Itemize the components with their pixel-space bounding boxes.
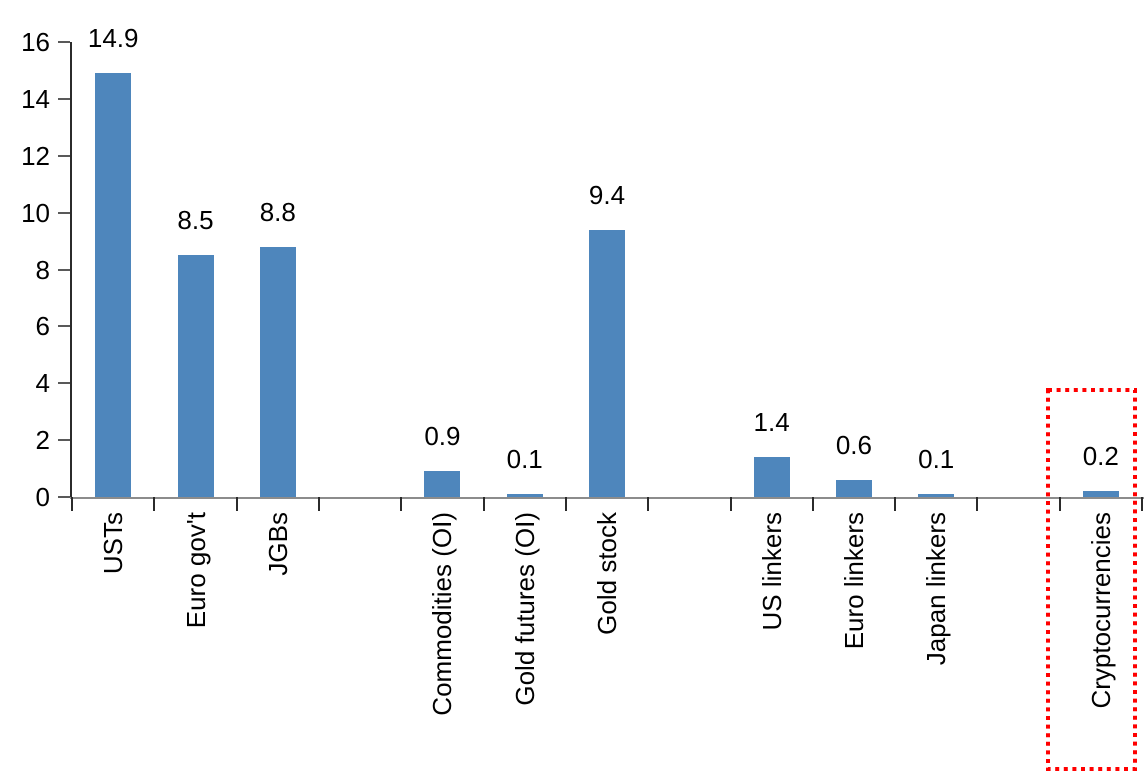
value-label-jgbs: 8.8 (259, 196, 296, 227)
y-axis-tick-label: 2 (35, 425, 50, 456)
x-axis-tick (811, 497, 814, 511)
x-axis-tick (317, 497, 320, 511)
x-axis-tick (482, 497, 485, 511)
y-axis-tick (58, 439, 70, 442)
y-axis-tick-label: 12 (21, 140, 50, 171)
y-axis-tick (58, 268, 70, 271)
category-label-usts: USTs (98, 512, 129, 575)
y-axis-tick-label: 10 (21, 197, 50, 228)
value-label-gold-futures-oi: 0.1 (506, 444, 543, 475)
x-axis-tick (235, 497, 238, 511)
highlight-box (1046, 388, 1138, 771)
category-label-gold-stock: Gold stock (592, 512, 622, 635)
bar-gold-futures-oi (506, 494, 543, 497)
category-label-commodities-oi: Commodities (OI) (427, 512, 458, 716)
value-label-usts: 14.9 (87, 23, 139, 54)
y-axis-tick-label: 8 (35, 254, 50, 285)
bar-jgbs (259, 246, 296, 497)
category-label-euro-linkers: Euro linkers (838, 512, 869, 650)
bar-commodities-oi (424, 471, 461, 497)
y-axis-tick (58, 97, 70, 100)
y-axis-tick (58, 382, 70, 385)
category-label-jgbs: JGBs (262, 512, 293, 576)
bar-usts (95, 73, 132, 497)
x-axis-tick (400, 497, 403, 511)
x-axis-tick (153, 497, 156, 511)
highlight-rect (1046, 388, 1138, 771)
category-label-gold-futures-oi: Gold futures (OI) (509, 512, 540, 706)
value-label-commodities-oi: 0.9 (424, 421, 461, 452)
value-label-euro-linkers: 0.6 (835, 429, 872, 460)
y-axis-tick-label: 6 (35, 311, 50, 342)
x-axis-tick (729, 497, 732, 511)
x-axis-tick (894, 497, 897, 511)
y-axis-tick (58, 154, 70, 157)
value-label-gold-stock: 9.4 (588, 179, 626, 210)
bar-euro-linkers (835, 479, 872, 497)
bar-us-linkers (753, 457, 790, 497)
x-axis-tick (976, 497, 979, 511)
x-axis-tick (564, 497, 567, 511)
y-axis-tick (58, 496, 70, 498)
bar-cryptocurrencies (1082, 491, 1119, 497)
value-label-us-linkers: 1.4 (753, 407, 790, 438)
value-label-japan-linkers: 0.1 (918, 444, 955, 475)
category-label-us-linkers: US linkers (756, 512, 787, 631)
category-label-euro-gov-t: Euro gov't (180, 512, 211, 629)
x-axis-tick (71, 497, 73, 511)
x-axis-tick (1141, 497, 1143, 511)
x-axis-tick (647, 497, 650, 511)
y-axis-tick (58, 41, 70, 43)
y-axis-tick-label: 0 (35, 482, 50, 512)
bar-gold-stock (589, 229, 625, 497)
value-label-cryptocurrencies: 0.2 (1082, 441, 1119, 472)
y-axis-tick (58, 325, 70, 328)
x-axis-line (70, 497, 1144, 499)
y-axis-tick-label: 14 (21, 83, 50, 114)
y-axis-tick-label: 16 (21, 27, 50, 57)
bar-euro-gov-t (177, 255, 214, 497)
value-label-euro-gov-t: 8.5 (177, 205, 214, 236)
x-axis-tick (1058, 497, 1061, 511)
y-axis-tick-label: 4 (35, 368, 50, 399)
category-label-japan-linkers: Japan linkers (921, 512, 952, 666)
y-axis-line (70, 42, 72, 499)
bar-japan-linkers (918, 494, 955, 497)
y-axis-tick (58, 211, 70, 214)
